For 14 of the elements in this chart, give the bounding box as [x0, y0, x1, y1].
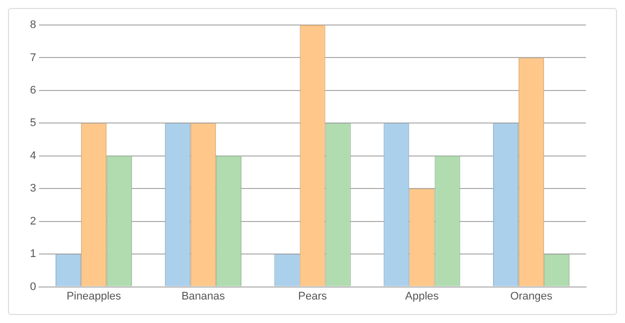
x-tick-label: Pineapples [66, 290, 122, 302]
y-tick-label: 0 [30, 280, 36, 293]
y-tick-label: 1 [30, 248, 36, 260]
y-tick-label: 4 [30, 150, 36, 162]
y-tick-label: 8 [30, 19, 36, 32]
y-tick-label: 6 [30, 84, 36, 96]
x-tick-label: Bananas [181, 290, 226, 302]
x-tick-label: Pears [298, 290, 328, 302]
y-tick-label: 7 [30, 52, 36, 64]
y-tick-label: 5 [30, 117, 36, 130]
x-tick-label: Apples [405, 290, 440, 302]
x-tick-label: Oranges [510, 290, 553, 302]
y-tick-label: 3 [30, 182, 36, 195]
y-tick-label: 2 [30, 215, 36, 228]
